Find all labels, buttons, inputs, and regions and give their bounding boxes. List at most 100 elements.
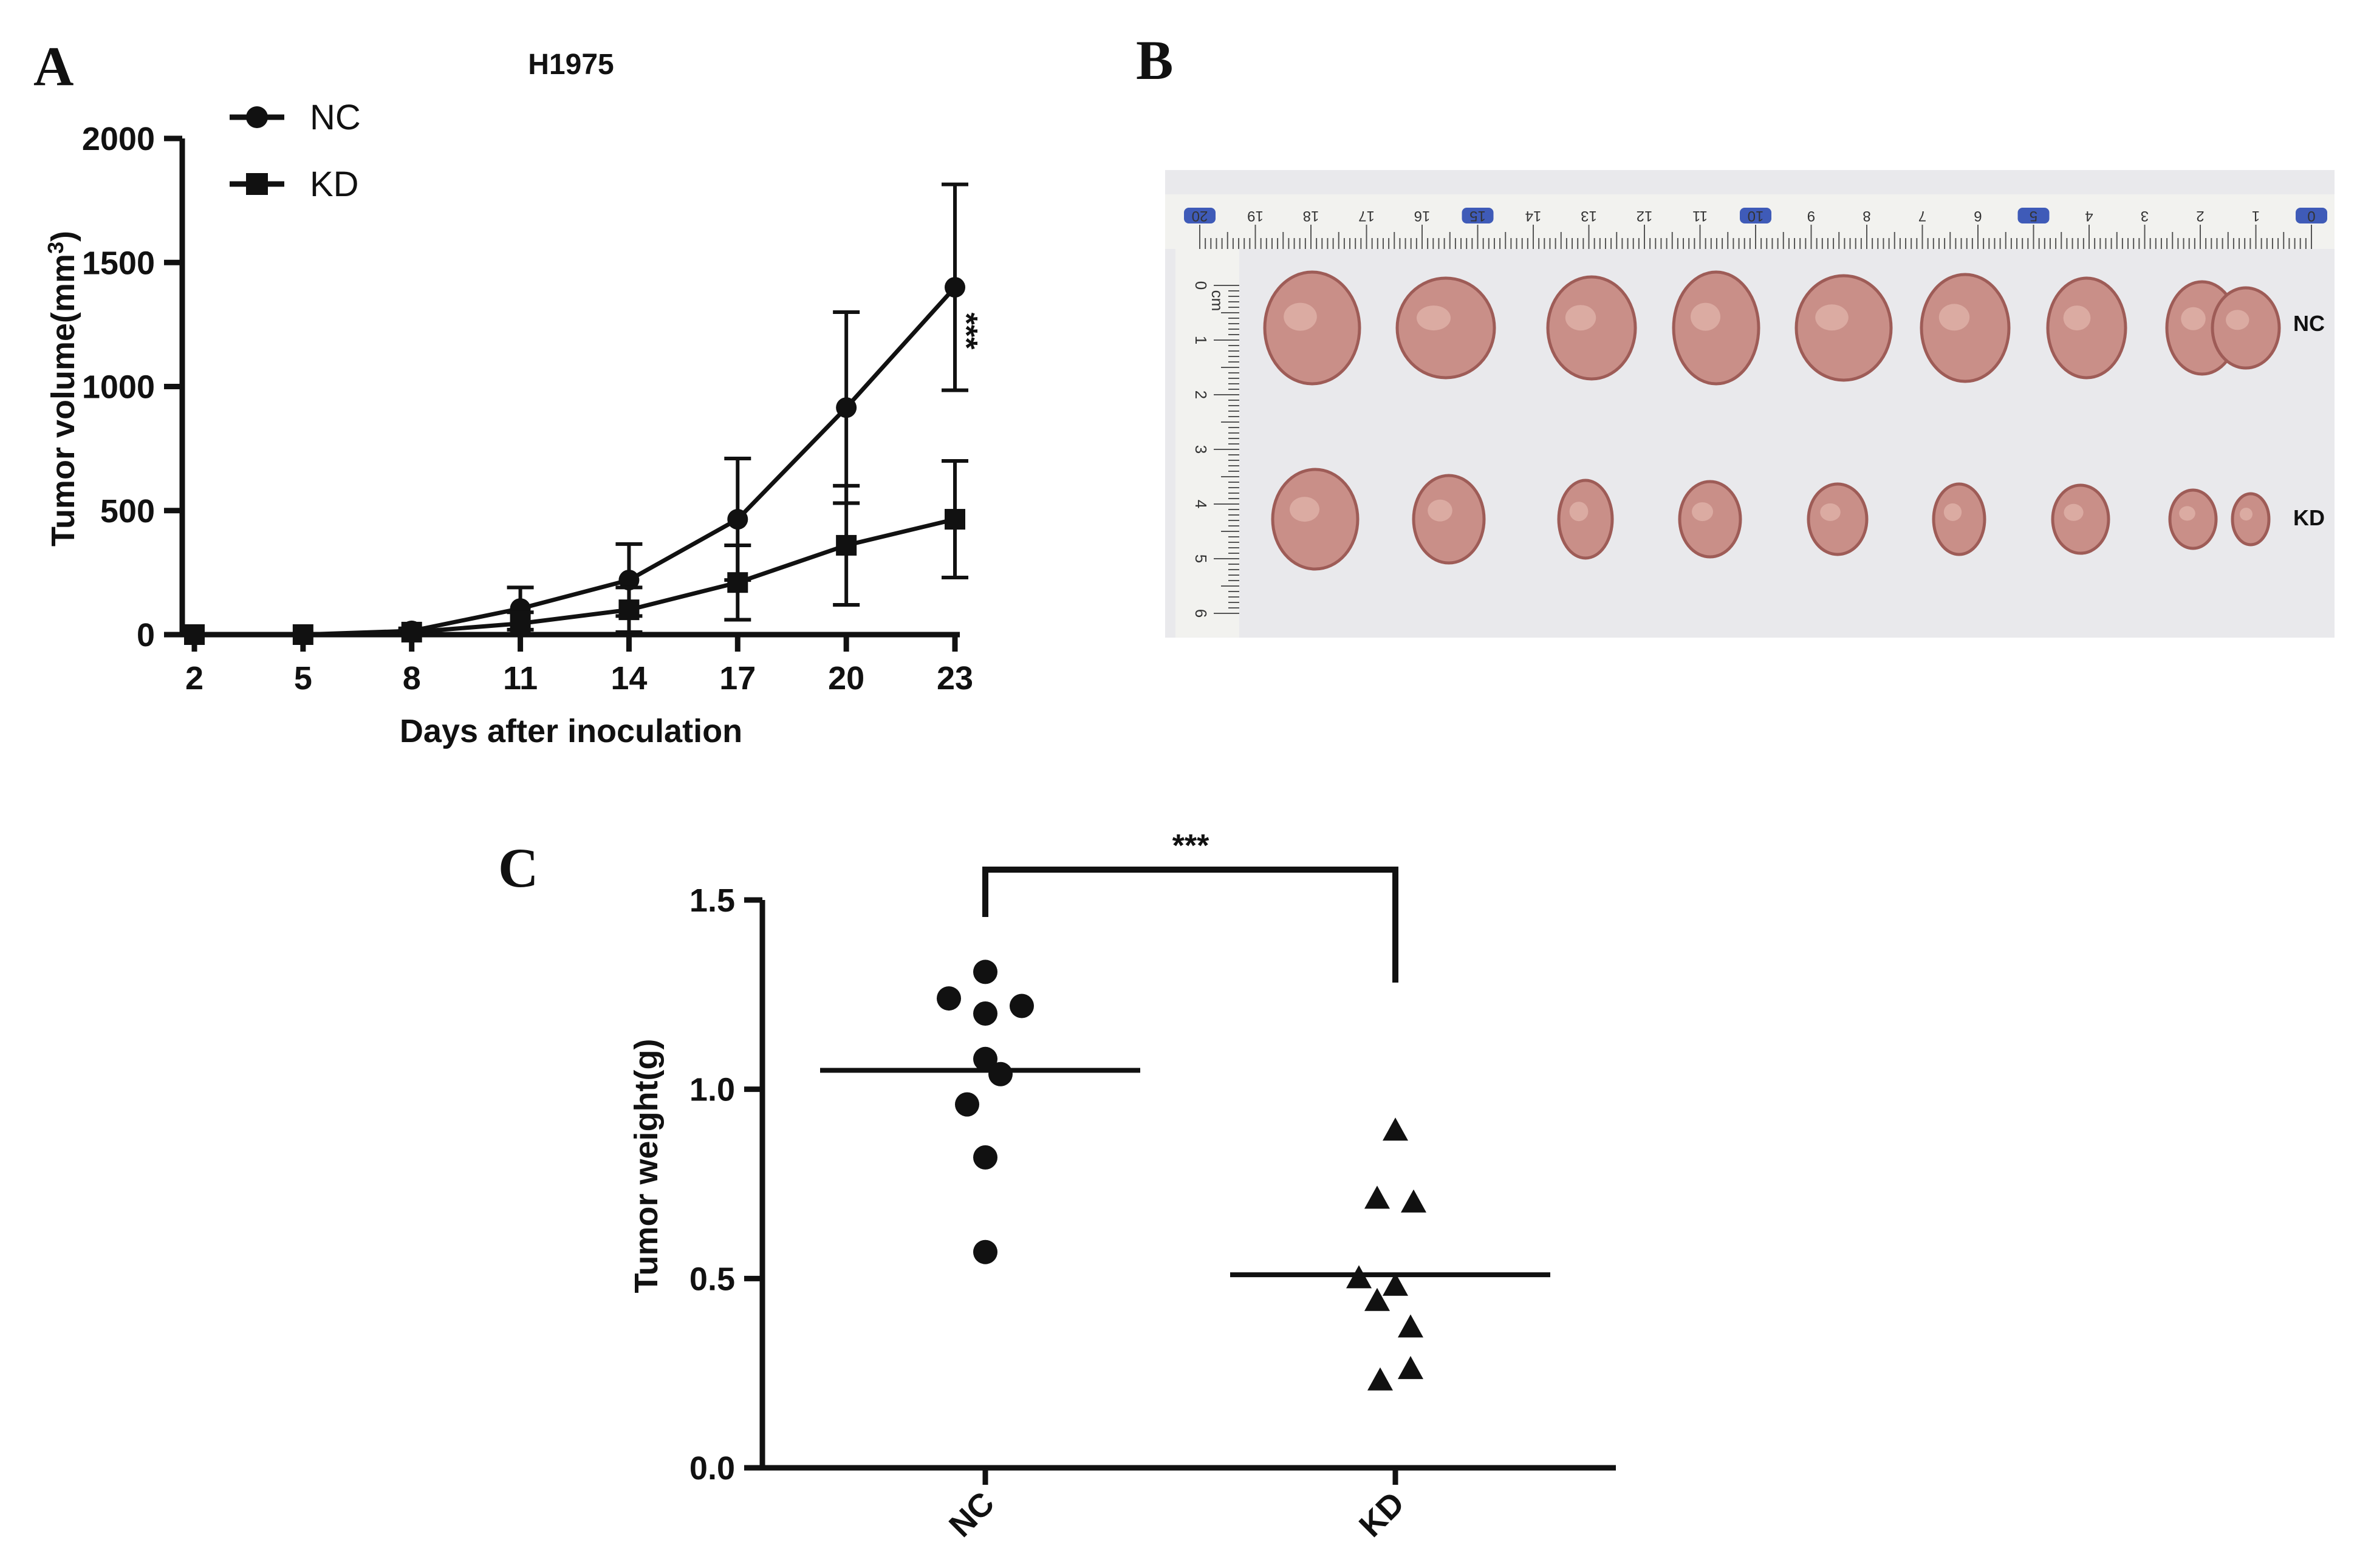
- data-point: [945, 277, 965, 298]
- data-point: [955, 1092, 979, 1117]
- data-point: [973, 1001, 997, 1026]
- ruler-number: 11: [1692, 208, 1708, 224]
- ruler-badge: [1184, 208, 1216, 223]
- chart-a-legend: NC KD: [230, 98, 361, 204]
- chart-c-y-tick-label: 1.0: [689, 1072, 735, 1108]
- ruler-number: 13: [1581, 208, 1597, 224]
- tumor-highlight: [1284, 302, 1317, 331]
- data-point: [973, 960, 997, 984]
- tumor-highlight: [2181, 307, 2206, 330]
- tumor-kd: [2168, 488, 2218, 550]
- tumor-highlight: [2063, 305, 2091, 331]
- tumor-highlight: [2226, 310, 2249, 330]
- side-ruler-number: 2: [1192, 390, 1210, 399]
- significance-bracket: [982, 867, 1398, 983]
- data-point: [1364, 1185, 1390, 1209]
- legend-nc-label: NC: [310, 98, 361, 137]
- chart-a-axes: [179, 138, 960, 638]
- ruler-badge: [1740, 208, 1771, 223]
- side-ruler-number: 5: [1192, 554, 1210, 563]
- chart-a-x-tick-label: 14: [611, 660, 647, 697]
- tumor-highlight: [1691, 302, 1720, 331]
- data-point: [618, 570, 640, 591]
- chart-a-x-tick-label: 5: [294, 660, 312, 697]
- series-line-nc: [194, 285, 957, 637]
- data-point: [836, 534, 857, 556]
- tumor-highlight: [1417, 305, 1451, 331]
- chart-a-ylabel-main: Tumor volume(mm: [45, 254, 81, 547]
- ruler-number: 20: [1192, 208, 1208, 224]
- data-point: [1383, 1272, 1408, 1296]
- ruler-badge: [2296, 208, 2327, 223]
- ruler-number: 6: [1974, 208, 1982, 224]
- panel-label-b: B: [1136, 29, 1173, 91]
- ruler-number: 5: [2030, 208, 2037, 224]
- chart-a-ylabel-close: ): [45, 231, 81, 242]
- tumor-nc: [1920, 273, 2011, 383]
- data-point: [510, 613, 531, 634]
- tumor-kd: [1271, 468, 1360, 571]
- tumor-nc: [1395, 276, 1496, 380]
- legend-nc-marker: [246, 106, 268, 128]
- chart-a-x-tick-label: 17: [719, 660, 756, 697]
- photo-row-label-nc: NC: [2293, 311, 2325, 336]
- ruler-number: 4: [2085, 208, 2093, 224]
- photo-row-label-kd: KD: [2293, 505, 2325, 530]
- data-point: [973, 1239, 997, 1264]
- ruler-number: 9: [1807, 208, 1815, 224]
- chart-a-x-tick-label: 11: [503, 660, 538, 697]
- ruler-number: 12: [1637, 208, 1653, 224]
- data-point: [184, 624, 205, 645]
- ruler-number: 17: [1358, 208, 1375, 224]
- side-ruler-ticks: 0 1 2 3 4 5 6 cm: [1192, 281, 1239, 618]
- tumor-kd: [1807, 482, 1869, 556]
- chart-a-x-tick-label: 8: [403, 660, 421, 697]
- chart-c-x-tick-label: KD: [1352, 1485, 1412, 1544]
- chart-c-ticks: 0.0 0.5 1.0 1.5 NC KD: [689, 882, 1412, 1544]
- tumor-highlight: [1565, 305, 1596, 331]
- tumor-highlight: [1938, 304, 1970, 331]
- data-point: [973, 1145, 997, 1170]
- chart-c-significance: ***: [1172, 828, 1209, 864]
- chart-a-x-tick-label: 2: [185, 660, 204, 697]
- data-point: [937, 986, 961, 1011]
- ruler-number: 18: [1303, 208, 1319, 224]
- tumor-weight-chart: 0.0 0.5 1.0 1.5 NC KD Tumor weight(g) ***: [628, 828, 1616, 1544]
- series-nc: [184, 182, 968, 645]
- chart-a-series: [184, 182, 968, 645]
- tumor-kd: [2051, 483, 2110, 555]
- ruler-badge: [2017, 208, 2050, 223]
- data-point: [727, 509, 748, 530]
- data-point: [988, 1062, 1013, 1086]
- chart-a-xlabel: Days after inoculation: [400, 713, 742, 749]
- data-point: [1383, 1117, 1408, 1141]
- data-point: [618, 599, 640, 621]
- panel-label-c: C: [498, 837, 538, 899]
- tumor-highlight: [1943, 503, 1962, 521]
- chart-c-y-tick-label: 1.5: [689, 882, 735, 919]
- data-point: [1401, 1189, 1426, 1213]
- ruler-number: 0: [2307, 208, 2315, 224]
- ruler-number: 1: [2252, 208, 2260, 224]
- tumor-kd: [1932, 482, 1986, 556]
- chart-a-y-tick-label: 500: [100, 493, 155, 530]
- ruler-number: 14: [1525, 208, 1542, 224]
- tumor-highlight: [1815, 304, 1849, 331]
- chart-a-ticks: 0 500 1000 1500 2000 2 5 8 11 14 17 20 23: [82, 121, 973, 697]
- tumor-photograph: 20 19 18 17 16 15 14 13 12 11 10 9 8 7 6 5 4 3 2 1 0 0123456…: [1165, 170, 2335, 638]
- side-ruler-unit: cm: [1208, 290, 1226, 312]
- chart-a-y-tick-label: 1500: [82, 245, 155, 281]
- ruler-number: 2: [2196, 208, 2204, 224]
- tumor-nc: [1672, 270, 1760, 386]
- tumor-nc: [2211, 286, 2281, 370]
- panel-label-a: A: [33, 35, 74, 97]
- side-ruler-number: 0: [1192, 281, 1210, 290]
- tumor-kd: [1557, 479, 1614, 560]
- data-point: [292, 624, 313, 645]
- tumor-kd: [1678, 480, 1742, 559]
- chart-a-title: H1975: [528, 49, 614, 81]
- chart-c-points: [820, 960, 1550, 1391]
- ruler-number: 8: [1863, 208, 1870, 224]
- tumor-nc: [2046, 276, 2127, 380]
